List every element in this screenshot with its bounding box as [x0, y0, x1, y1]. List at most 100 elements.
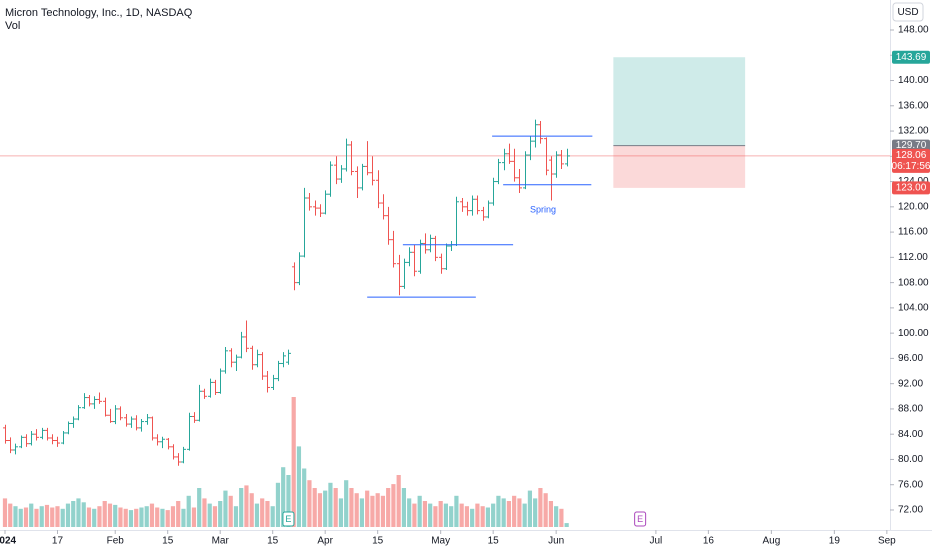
earnings-event[interactable]: E — [282, 511, 295, 527]
volume-bar — [260, 498, 265, 527]
volume-bar — [359, 498, 365, 527]
volume-bar — [65, 503, 71, 527]
volume-bar — [475, 503, 480, 527]
x-tick-label: Apr — [317, 536, 333, 547]
volume-bar — [370, 495, 375, 527]
volume-bar — [554, 506, 559, 527]
volume-bar — [123, 508, 128, 527]
volume-bar — [517, 498, 522, 527]
volume-bar — [191, 507, 197, 527]
volume-bar — [496, 495, 501, 527]
volume-bar — [13, 506, 18, 527]
volume-bar — [449, 506, 454, 527]
volume-bar — [207, 503, 212, 527]
y-tick-label: 148.00 — [898, 25, 929, 36]
y-tick-label: 100.00 — [898, 328, 929, 339]
volume-bar — [254, 503, 260, 527]
currency[interactable]: USD — [897, 7, 918, 18]
y-tick-label: 84.00 — [898, 429, 923, 440]
y-tick-label: 108.00 — [898, 277, 929, 288]
volume-bar — [344, 480, 349, 527]
volume-bar — [312, 488, 317, 527]
volume-bar — [155, 507, 160, 527]
x-tick-label: 2024 — [0, 536, 17, 547]
earnings-box[interactable] — [634, 511, 647, 527]
volume-bar — [160, 508, 165, 527]
x-tick-label: Jul — [649, 536, 662, 547]
volume-bar — [433, 506, 438, 527]
entry-price-label: 129.70 — [896, 140, 927, 151]
y-tick-label: 120.00 — [898, 201, 929, 212]
volume-bar — [559, 508, 564, 527]
volume-bar — [527, 490, 533, 527]
volume-bar — [302, 468, 307, 527]
x-tick-label: May — [431, 536, 450, 547]
x-tick-label: 15 — [267, 536, 279, 547]
x-tick-label: 15 — [488, 536, 500, 547]
y-tick-label: 88.00 — [898, 404, 923, 415]
position-stop-zone — [613, 145, 746, 188]
volume-bar — [18, 508, 23, 527]
volume-bar — [233, 506, 239, 527]
y-tick-label: 140.00 — [898, 75, 929, 86]
position-target-zone — [613, 57, 746, 146]
volume-bar — [317, 493, 323, 527]
volume-bar — [480, 506, 485, 527]
volume-bar — [165, 510, 170, 527]
volume-bar — [412, 503, 417, 527]
volume-bar — [39, 506, 44, 527]
earnings-label[interactable]: E — [285, 514, 291, 524]
volume-bar — [286, 475, 291, 527]
volume-bar — [212, 506, 218, 527]
y-tick-label: 112.00 — [898, 252, 928, 263]
volume-bar — [71, 501, 76, 527]
earnings-box[interactable] — [282, 511, 295, 527]
volume-bar — [181, 508, 186, 527]
chart-title: Micron Technology, Inc., 1D, NASDAQ — [5, 7, 193, 19]
volume-bar — [396, 475, 401, 527]
volume-bar — [281, 467, 286, 527]
y-tick-label: 132.00 — [898, 126, 929, 137]
volume-bar — [443, 503, 449, 527]
volume-bar — [401, 488, 407, 527]
volume-bar — [386, 488, 391, 527]
volume-bar — [548, 501, 554, 527]
volume-bar — [307, 480, 312, 527]
volume-bar — [50, 507, 55, 527]
x-tick-label: Feb — [107, 536, 125, 547]
volume-bar — [270, 506, 275, 527]
volume-bar — [144, 506, 149, 527]
volume-bar — [128, 510, 134, 527]
volume-bar — [275, 482, 281, 527]
volume-bar — [265, 501, 270, 527]
volume-bar — [244, 485, 249, 527]
x-tick-label: Jun — [548, 536, 564, 547]
last-price-label-box — [892, 148, 930, 173]
volume-bar — [107, 503, 113, 527]
volume-bar — [391, 484, 396, 527]
volume-bar — [323, 490, 328, 527]
x-tick-label: 15 — [372, 536, 384, 547]
volume-bar — [422, 501, 428, 527]
earnings-label[interactable]: E — [637, 514, 643, 524]
y-tick-label: 72.00 — [898, 505, 923, 516]
volume-bar — [139, 507, 144, 527]
volume-bar — [380, 495, 386, 527]
currency-box[interactable] — [892, 2, 924, 22]
volume-bar — [470, 508, 475, 527]
volume-bar — [512, 495, 517, 527]
entry-price-label-box — [892, 139, 930, 152]
last-price-label: 128.06 — [896, 150, 927, 161]
volume-bar — [333, 488, 338, 527]
annotation: Spring — [530, 204, 556, 214]
volume-bar — [92, 508, 97, 527]
volume-bar — [249, 493, 254, 527]
stop-price-label: 123.00 — [896, 183, 927, 194]
volume-bar — [428, 503, 433, 527]
y-tick-label: 80.00 — [898, 454, 923, 465]
volume-bar — [459, 503, 464, 527]
volume-bar — [543, 493, 548, 527]
volume-bar — [338, 498, 344, 527]
volume-bar — [522, 503, 527, 527]
earnings-event[interactable]: E — [634, 511, 647, 527]
